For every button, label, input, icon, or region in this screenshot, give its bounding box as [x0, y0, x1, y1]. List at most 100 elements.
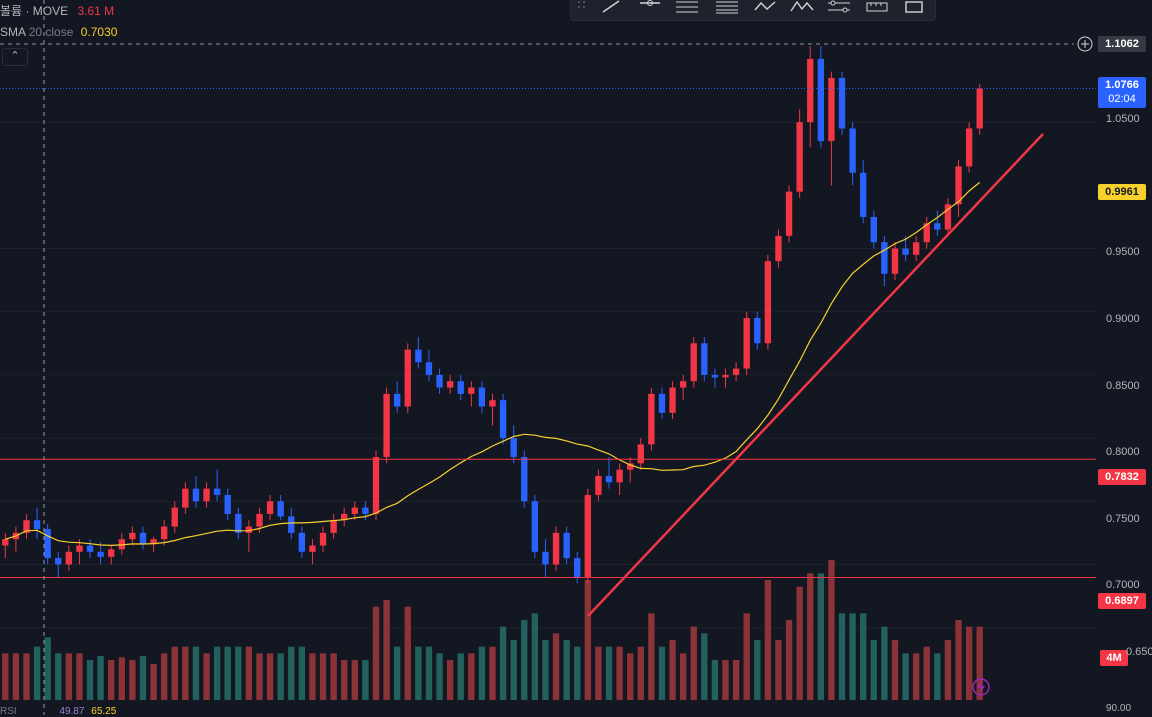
- fib-tool-icon[interactable]: [715, 0, 739, 14]
- candle-body: [595, 475, 602, 495]
- candle-body: [309, 545, 316, 552]
- candle-body: [404, 349, 411, 407]
- candle-body: [203, 488, 210, 502]
- candle: [616, 463, 623, 495]
- candle: [796, 109, 803, 198]
- horizontal-ray-tool-icon[interactable]: [639, 0, 661, 14]
- candle-body: [955, 166, 962, 205]
- volume-bar: [701, 633, 708, 700]
- volume-bar: [542, 640, 549, 700]
- candle-body: [118, 539, 125, 550]
- volume-bar: [446, 660, 454, 700]
- candle-body: [319, 532, 327, 546]
- volume-bar: [425, 646, 433, 700]
- trendline-tool-icon[interactable]: [601, 0, 621, 14]
- candle: [245, 520, 253, 552]
- candle: [838, 71, 846, 135]
- candle-body: [351, 507, 358, 514]
- candle-body: [923, 223, 930, 243]
- candle-body: [489, 400, 496, 407]
- candle-body: [192, 488, 200, 502]
- volume-bar: [616, 646, 623, 700]
- axis-tick-label: 0.7000: [1106, 579, 1140, 591]
- volume-bar: [605, 646, 613, 700]
- candle-body: [807, 58, 814, 123]
- volume-bar: [245, 646, 253, 700]
- path-tool-icon[interactable]: [753, 0, 777, 14]
- candle-body: [690, 343, 697, 382]
- volume-legend: 볼륨 · MOVE 3.61 M: [0, 2, 114, 19]
- candle: [870, 210, 877, 249]
- candle-body: [722, 374, 729, 378]
- candle: [690, 336, 697, 388]
- candle-body: [881, 242, 888, 274]
- candle: [23, 513, 30, 540]
- add-alert-icon[interactable]: [1077, 36, 1093, 52]
- candle: [182, 482, 189, 514]
- volume-bar: [372, 606, 380, 700]
- volume-bar: [330, 653, 337, 700]
- drag-handle-icon[interactable]: [577, 0, 587, 12]
- volume-bar: [860, 613, 867, 700]
- candle: [235, 507, 242, 540]
- candle-body: [679, 381, 687, 388]
- range-tool-icon[interactable]: [827, 0, 851, 14]
- candle: [828, 71, 835, 186]
- candle-body: [436, 374, 443, 388]
- parallel-channel-tool-icon[interactable]: [675, 0, 699, 14]
- candle-body: [775, 235, 782, 262]
- volume-bar: [828, 560, 835, 700]
- volume-bar: [362, 660, 369, 700]
- bolt-icon[interactable]: [972, 678, 990, 696]
- volume-bar: [743, 613, 750, 700]
- candle-body: [97, 551, 104, 557]
- candle-body: [415, 349, 422, 363]
- volume-bar: [785, 620, 793, 700]
- volume-bar: [436, 653, 443, 700]
- candle-body: [669, 387, 676, 413]
- volume-bar: [870, 640, 877, 700]
- rectangle-tool-icon[interactable]: [903, 0, 925, 14]
- axis-tick-label: 0.9500: [1106, 246, 1140, 258]
- candle: [203, 482, 210, 508]
- candle: [510, 425, 517, 464]
- candle: [891, 242, 899, 281]
- countdown-timer: 02:04: [1108, 93, 1136, 105]
- pattern-tool-icon[interactable]: [789, 0, 815, 14]
- volume-bar: [404, 606, 411, 700]
- rsi-value-1: 49.87: [59, 706, 85, 717]
- volume-bar: [383, 600, 390, 700]
- candle-body: [213, 488, 221, 495]
- volume-bar: [912, 653, 920, 700]
- ruler-tool-icon[interactable]: [865, 0, 889, 14]
- volume-bar: [394, 646, 401, 700]
- volume-bar: [23, 653, 30, 700]
- candle: [955, 160, 962, 217]
- volume-bar: [817, 573, 825, 700]
- candle: [648, 387, 655, 451]
- sma-legend-params: 20 close: [28, 25, 74, 39]
- volume-bar: [489, 646, 496, 700]
- volume-bar: [807, 573, 814, 700]
- candle-body: [171, 507, 178, 527]
- candle: [976, 84, 983, 135]
- candle: [574, 551, 581, 584]
- candle: [605, 457, 613, 489]
- candle-body: [764, 261, 772, 344]
- volume-bar: [108, 660, 115, 700]
- candle: [150, 536, 157, 552]
- candle: [965, 122, 973, 173]
- volume-bar: [955, 620, 962, 700]
- support-price-tag: 0.6897: [1098, 593, 1146, 609]
- volume-bar: [2, 653, 9, 700]
- collapse-legend-button[interactable]: ⌃: [2, 48, 28, 66]
- volume-bar: [44, 637, 51, 700]
- volume-bar: [298, 646, 306, 700]
- candle: [298, 526, 306, 559]
- volume-bar: [256, 653, 263, 700]
- volume-bar: [595, 646, 602, 700]
- rsi-legend: RSI 49.87 65.25: [0, 706, 116, 717]
- volume-bar: [637, 646, 644, 700]
- axis-tick-label-bottom: 90.00: [1106, 703, 1132, 714]
